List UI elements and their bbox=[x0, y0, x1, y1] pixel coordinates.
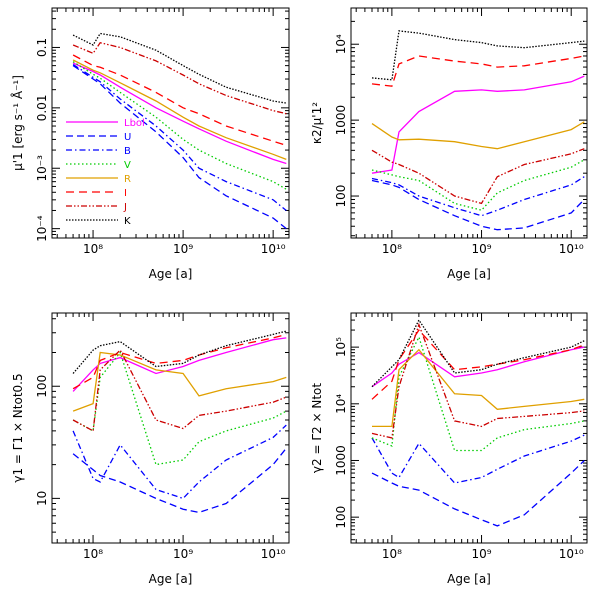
plot-frame bbox=[51, 7, 290, 239]
series-line-i bbox=[371, 55, 585, 87]
y-tick-label: 100 bbox=[334, 506, 348, 529]
y-tick-label: 100 bbox=[334, 185, 348, 208]
panel-top-right: 10⁸ 10⁹ 10¹⁰ 100 1000 10⁴ Age [a] κ2/μ'1² bbox=[310, 7, 588, 281]
y-tick-label: 0.1 bbox=[35, 38, 49, 57]
y-axis-label: μ'1 [erg s⁻¹ Å⁻¹] bbox=[10, 75, 25, 171]
y-tick-label: 1000 bbox=[334, 445, 348, 476]
legend-label-k: K bbox=[124, 216, 131, 227]
x-tick-label: 10¹⁰ bbox=[559, 242, 584, 256]
legend-label-u: U bbox=[124, 132, 131, 143]
x-tick-label: 10⁹ bbox=[173, 242, 193, 256]
series-line-b bbox=[371, 176, 585, 217]
x-tick-label: 10⁸ bbox=[382, 242, 402, 256]
series-line-l-bol bbox=[72, 62, 287, 165]
panel-bottom-left: 10⁸ 10⁹ 10¹⁰ 10 100 Age [a] γ1 = Γ1 × Ntot0.5 bbox=[11, 312, 290, 586]
series-line-r bbox=[72, 351, 287, 412]
series-line-b bbox=[72, 64, 287, 212]
series-line-u bbox=[371, 460, 585, 527]
panel-bottom-right: 10⁸ 10⁹ 10¹⁰ 100 1000 10⁴ 10⁵ Age [a] γ2 = Γ2 × … bbox=[310, 312, 588, 586]
series-line-b bbox=[371, 434, 585, 484]
series-line-b bbox=[72, 424, 287, 500]
y-tick-label: 10⁻⁴ bbox=[35, 215, 49, 242]
legend-label-v: V bbox=[124, 160, 131, 171]
series-line-i bbox=[72, 54, 287, 146]
series-line-k bbox=[371, 30, 585, 81]
panel-top-left: 10⁸ 10⁹ 10¹⁰ 10⁻⁴ 10⁻³ 0.01 0.1 Age [a] μ'1 [erg… bbox=[10, 7, 290, 281]
series-line-j bbox=[371, 148, 585, 205]
series-line-v bbox=[371, 159, 585, 211]
y-axis-label: κ2/μ'1² bbox=[310, 102, 324, 144]
series-line-u bbox=[371, 179, 585, 231]
x-axis-label: Age [a] bbox=[447, 267, 491, 281]
series-line-l-bol bbox=[371, 75, 585, 174]
x-tick-label: 10¹⁰ bbox=[559, 547, 584, 561]
x-tick-label: 10⁹ bbox=[173, 547, 193, 561]
series-line-v bbox=[72, 61, 287, 190]
legend-label-l-bol: Lbol bbox=[124, 118, 145, 129]
series-line-k bbox=[72, 330, 287, 374]
x-axis-label: Age [a] bbox=[149, 267, 193, 281]
plot-frame bbox=[350, 312, 588, 544]
x-tick-label: 10⁹ bbox=[471, 242, 491, 256]
y-tick-label: 0.01 bbox=[35, 94, 49, 121]
legend-label-j: J bbox=[123, 202, 127, 213]
series-line-u bbox=[72, 447, 287, 514]
legend-label-b: B bbox=[124, 146, 131, 157]
x-tick-label: 10¹⁰ bbox=[261, 242, 286, 256]
series-line-r bbox=[72, 59, 287, 161]
x-axis-label: Age [a] bbox=[149, 572, 193, 586]
series-line-i bbox=[72, 333, 287, 390]
x-axis-label: Age [a] bbox=[447, 572, 491, 586]
x-tick-label: 10⁸ bbox=[83, 547, 103, 561]
series-line-u bbox=[72, 65, 287, 230]
y-tick-label: 100 bbox=[35, 375, 49, 398]
plot-frame bbox=[51, 312, 290, 544]
series-line-r bbox=[371, 121, 585, 150]
x-tick-label: 10⁸ bbox=[382, 547, 402, 561]
y-tick-label: 10 bbox=[35, 491, 49, 506]
y-tick-label: 10⁴ bbox=[334, 394, 348, 414]
series-line-l-bol bbox=[72, 337, 287, 392]
series-line-r bbox=[372, 348, 585, 428]
y-tick-label: 10⁴ bbox=[334, 34, 348, 54]
series-line-j bbox=[371, 322, 585, 439]
x-tick-label: 10¹⁰ bbox=[261, 547, 286, 561]
series-line-j bbox=[72, 349, 287, 432]
x-tick-label: 10⁹ bbox=[471, 547, 491, 561]
plot-frame bbox=[350, 7, 588, 239]
legend-label-i: I bbox=[124, 188, 127, 199]
y-tick-label: 10⁵ bbox=[334, 337, 348, 357]
series-line-k bbox=[371, 318, 585, 388]
y-axis-label: γ1 = Γ1 × Ntot0.5 bbox=[11, 373, 25, 482]
y-tick-label: 1000 bbox=[334, 105, 348, 136]
series-line-k bbox=[72, 32, 287, 104]
y-tick-label: 10⁻³ bbox=[35, 155, 49, 182]
y-axis-label: γ2 = Γ2 × Ntot bbox=[310, 383, 324, 473]
series-line-v bbox=[72, 351, 287, 466]
series-line-j bbox=[72, 41, 287, 115]
legend-label-r: R bbox=[124, 174, 131, 185]
x-tick-label: 10⁸ bbox=[83, 242, 103, 256]
